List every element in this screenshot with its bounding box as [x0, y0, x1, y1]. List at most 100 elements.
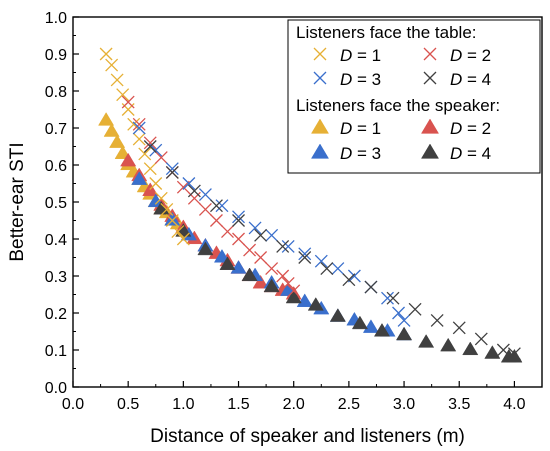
- data-point-cross: [127, 117, 141, 131]
- legend-cross-marker: [313, 47, 327, 61]
- legend: Listeners face the table: Listeners face…: [287, 19, 541, 174]
- legend-label: D = 1: [340, 46, 381, 65]
- legend-variable: D: [450, 70, 462, 89]
- data-point-cross: [452, 321, 466, 335]
- data-point-cross: [507, 347, 521, 361]
- legend-value: = 1: [352, 119, 381, 138]
- data-point-triangle: [109, 134, 126, 148]
- data-point-triangle: [197, 241, 214, 256]
- data-point-cross: [149, 177, 163, 190]
- legend-value: = 1: [352, 46, 381, 65]
- data-point-cross: [198, 188, 212, 202]
- x-tick-label: 1.5: [227, 396, 249, 413]
- data-point-cross: [187, 191, 201, 205]
- y-tick-label: 0.2: [45, 306, 67, 323]
- data-point-cross: [281, 239, 295, 253]
- data-point-triangle: [103, 123, 120, 137]
- legend-entry: D = 2: [423, 46, 491, 65]
- data-point-cross: [397, 313, 411, 327]
- data-point-cross: [138, 147, 152, 161]
- x-axis-title: Distance of speaker and listeners (m): [150, 426, 465, 447]
- y-tick-label: 0.0: [45, 380, 67, 397]
- data-point-cross: [221, 225, 234, 239]
- data-point-triangle: [396, 326, 413, 341]
- data-point-cross: [176, 180, 190, 194]
- data-point-cross: [347, 269, 361, 283]
- legend-value: = 4: [462, 144, 491, 163]
- series-table-1: [99, 47, 190, 246]
- legend-label: D = 3: [340, 144, 381, 163]
- data-point-cross: [331, 262, 345, 276]
- data-point-cross: [132, 132, 146, 146]
- data-point-cross: [209, 214, 223, 227]
- y-tick-label: 0.4: [45, 232, 67, 249]
- data-point-cross: [132, 121, 146, 135]
- data-point-triangle: [219, 256, 236, 270]
- data-point-cross: [430, 313, 444, 327]
- y-tick-label: 0.6: [45, 158, 67, 175]
- data-point-cross: [386, 291, 400, 305]
- data-point-triangle: [241, 267, 258, 282]
- series-speaker-4: [153, 200, 523, 363]
- data-point-cross: [215, 199, 229, 213]
- data-point-cross: [165, 162, 179, 176]
- data-point-cross: [105, 58, 119, 72]
- legend-triangle-marker: [421, 118, 439, 134]
- legend-variable: D: [340, 70, 352, 89]
- legend-entry: D = 2: [421, 118, 491, 138]
- y-tick-label: 0.7: [45, 121, 67, 138]
- data-point-cross: [160, 202, 174, 216]
- data-point-cross: [187, 184, 201, 198]
- legend-variable: D: [450, 46, 462, 65]
- data-point-triangle: [440, 337, 457, 352]
- data-point-triangle: [462, 341, 479, 356]
- legend-label: D = 2: [450, 46, 491, 65]
- legend-label: D = 2: [450, 119, 491, 138]
- legend-value: = 2: [462, 46, 491, 65]
- legend-triangle-marker: [311, 118, 329, 134]
- data-point-cross: [121, 103, 135, 116]
- data-point-cross: [243, 243, 257, 257]
- data-point-cross: [276, 269, 290, 283]
- marks-layer: [98, 47, 523, 363]
- data-point-triangle: [230, 260, 247, 274]
- legend-variable: D: [450, 119, 462, 138]
- ticks-layer: 0.0 0.5 1.0 1.5 2.0 2.5 3.0 3.5 4.0 0.0 0.1 0.2 0.3 0…: [45, 10, 526, 413]
- legend-variable: D: [340, 46, 352, 65]
- data-point-triangle: [285, 289, 302, 304]
- data-point-cross: [154, 191, 168, 205]
- data-point-cross: [143, 136, 157, 150]
- legend-triangle-marker: [421, 143, 439, 159]
- data-point-cross: [232, 214, 245, 227]
- data-point-triangle: [213, 249, 231, 263]
- x-tick-label: 4.0: [503, 396, 525, 413]
- data-point-cross: [165, 214, 179, 227]
- y-axis-title: Better-ear STI: [7, 142, 28, 261]
- data-point-cross: [392, 306, 406, 320]
- data-point-cross: [171, 225, 185, 239]
- data-point-triangle: [351, 315, 368, 330]
- legend-cross-marker: [423, 47, 437, 61]
- legend-cross-marker: [423, 71, 437, 85]
- legend-cross-marker: [313, 71, 327, 85]
- data-point-cross: [381, 291, 394, 305]
- data-point-cross: [248, 221, 262, 235]
- data-point-cross: [281, 276, 295, 290]
- y-tick-label: 0.3: [45, 269, 67, 286]
- x-tick-label: 3.5: [448, 396, 470, 413]
- data-point-triangle: [98, 112, 115, 126]
- data-point-cross: [232, 210, 245, 224]
- data-point-cross: [364, 280, 378, 294]
- data-point-triangle: [263, 278, 280, 293]
- data-point-cross: [165, 165, 179, 179]
- data-point-cross: [254, 228, 268, 242]
- legend-entry: D = 1: [311, 118, 381, 138]
- x-tick-label: 2.0: [283, 396, 305, 413]
- data-point-triangle: [506, 348, 523, 363]
- series-table-3: [132, 121, 411, 327]
- legend-value: = 4: [462, 70, 491, 89]
- legend-value: = 2: [462, 119, 491, 138]
- data-point-cross: [209, 199, 223, 213]
